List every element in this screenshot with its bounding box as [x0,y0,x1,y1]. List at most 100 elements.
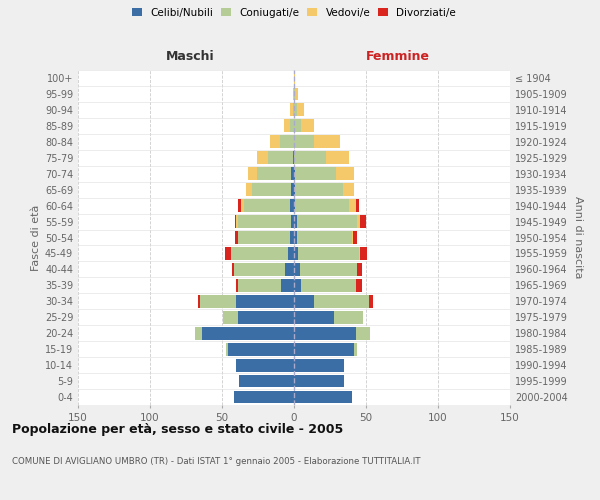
Bar [326,152,349,164]
Bar [230,247,288,260]
Bar [294,72,295,85]
Bar [294,199,295,212]
Bar [236,358,294,372]
Text: Popolazione per età, sesso e stato civile - 2005: Popolazione per età, sesso e stato civil… [12,422,343,436]
Bar [297,215,358,228]
Bar [286,263,294,276]
Bar [355,343,358,355]
Bar [356,199,359,212]
Bar [226,343,228,355]
Bar [291,184,294,196]
Bar [300,263,358,276]
Y-axis label: Anni di nascita: Anni di nascita [573,196,583,279]
Bar [293,152,294,164]
Bar [288,247,294,260]
Bar [294,263,300,276]
Bar [241,199,244,212]
Bar [334,311,363,324]
Bar [236,215,238,228]
Bar [352,231,353,244]
Bar [294,184,295,196]
Bar [290,104,293,117]
Bar [291,215,294,228]
Bar [236,295,294,308]
Bar [290,120,294,132]
Bar [233,390,294,404]
Bar [343,184,355,196]
Bar [301,279,356,291]
Legend: Celibi/Nubili, Coniugati/e, Vedovi/e, Divorziati/e: Celibi/Nubili, Coniugati/e, Vedovi/e, Di… [132,8,456,18]
Bar [235,231,238,244]
Text: Maschi: Maschi [166,50,215,64]
Bar [247,184,252,196]
Bar [293,88,294,101]
Bar [269,136,280,148]
Text: COMUNE DI AVIGLIANO UMBRO (TR) - Dati ISTAT 1° gennaio 2005 - Elaborazione TUTTI: COMUNE DI AVIGLIANO UMBRO (TR) - Dati IS… [12,458,421,466]
Bar [257,152,268,164]
Bar [358,215,360,228]
Bar [294,327,356,340]
Bar [356,327,370,340]
Bar [238,279,281,291]
Y-axis label: Fasce di età: Fasce di età [31,204,41,270]
Bar [244,199,290,212]
Bar [233,263,286,276]
Bar [291,168,294,180]
Bar [360,247,367,260]
Bar [294,311,334,324]
Bar [294,168,295,180]
Bar [297,104,304,117]
Bar [238,311,294,324]
Bar [356,279,362,291]
Bar [295,199,349,212]
Text: Femmine: Femmine [365,50,430,64]
Bar [232,263,233,276]
Bar [290,231,294,244]
Bar [297,231,352,244]
Bar [238,231,290,244]
Bar [294,231,297,244]
Bar [294,358,344,372]
Bar [294,279,301,291]
Bar [294,215,297,228]
Bar [314,295,369,308]
Bar [225,247,230,260]
Bar [294,120,301,132]
Bar [236,279,238,291]
Bar [248,168,257,180]
Bar [360,215,366,228]
Bar [294,374,344,388]
Bar [238,199,241,212]
Bar [336,168,355,180]
Bar [295,88,298,101]
Bar [295,168,336,180]
Bar [314,136,340,148]
Bar [294,152,326,164]
Bar [202,327,294,340]
Bar [228,343,294,355]
Bar [369,295,373,308]
Bar [294,136,314,148]
Bar [200,295,236,308]
Bar [252,184,291,196]
Bar [295,184,343,196]
Bar [235,215,236,228]
Bar [294,343,355,355]
Bar [197,295,200,308]
Bar [223,311,238,324]
Bar [353,231,358,244]
Bar [194,327,202,340]
Bar [359,247,360,260]
Bar [294,295,314,308]
Bar [280,136,294,148]
Bar [293,104,294,117]
Bar [257,168,291,180]
Bar [298,247,359,260]
Bar [290,199,294,212]
Bar [294,104,297,117]
Bar [349,199,356,212]
Bar [268,152,293,164]
Bar [238,215,291,228]
Bar [294,88,295,101]
Bar [301,120,314,132]
